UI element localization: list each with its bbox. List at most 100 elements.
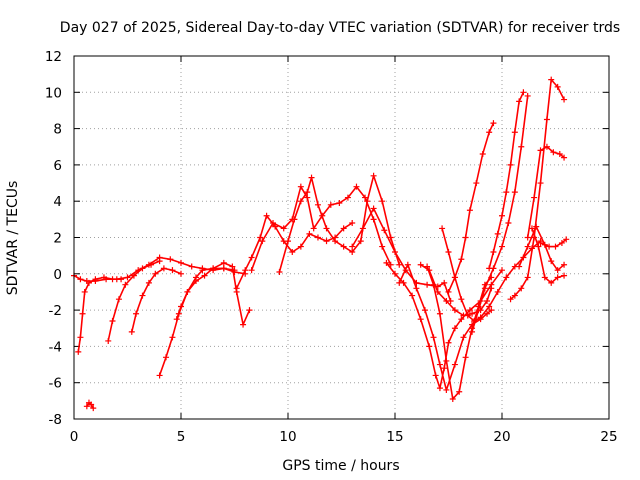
data-point-marker bbox=[458, 316, 465, 323]
data-point-marker bbox=[332, 238, 339, 245]
data-point-marker bbox=[128, 328, 135, 335]
data-point-marker bbox=[75, 348, 82, 355]
data-point-marker bbox=[79, 310, 86, 317]
y-tick-label: 4 bbox=[53, 194, 62, 210]
series-line-s19 bbox=[488, 91, 525, 269]
data-point-marker bbox=[323, 225, 330, 232]
data-point-marker bbox=[310, 225, 317, 232]
data-point-marker bbox=[548, 76, 555, 83]
data-point-marker bbox=[233, 285, 240, 292]
data-point-marker bbox=[364, 198, 371, 205]
data-point-marker bbox=[308, 174, 315, 181]
data-point-marker bbox=[359, 225, 366, 232]
data-point-marker bbox=[306, 230, 313, 237]
data-point-marker bbox=[344, 194, 351, 201]
data-point-marker bbox=[90, 405, 97, 412]
data-point-marker bbox=[83, 403, 90, 410]
data-point-marker bbox=[130, 272, 137, 279]
chart-title: Day 027 of 2025, Sidereal Day-to-day VTE… bbox=[60, 20, 620, 36]
data-point-marker bbox=[156, 258, 163, 265]
data-point-marker bbox=[439, 225, 446, 232]
x-tick-label: 10 bbox=[279, 429, 296, 445]
data-point-marker bbox=[115, 296, 122, 303]
data-point-marker bbox=[458, 296, 465, 303]
data-point-marker bbox=[430, 334, 437, 341]
data-point-marker bbox=[543, 116, 550, 123]
data-point-marker bbox=[451, 307, 458, 314]
y-tick-label: 8 bbox=[53, 122, 62, 138]
data-point-marker bbox=[392, 249, 398, 256]
data-point-marker bbox=[409, 292, 416, 299]
data-point-marker bbox=[336, 200, 343, 207]
data-point-marker bbox=[490, 120, 497, 127]
data-point-marker bbox=[379, 198, 386, 205]
data-point-marker bbox=[210, 265, 217, 272]
data-point-marker bbox=[546, 243, 553, 250]
data-point-marker bbox=[466, 307, 473, 314]
data-point-marker bbox=[484, 298, 491, 305]
data-point-marker bbox=[314, 234, 321, 241]
data-point-marker bbox=[541, 274, 548, 281]
data-point-marker bbox=[462, 234, 469, 241]
data-point-marker bbox=[81, 288, 88, 295]
data-point-marker bbox=[314, 201, 321, 208]
data-point-marker bbox=[445, 288, 452, 295]
data-point-marker bbox=[291, 216, 298, 223]
data-point-marker bbox=[404, 261, 411, 268]
data-point-marker bbox=[499, 267, 505, 274]
data-point-marker bbox=[479, 151, 486, 158]
data-point-marker bbox=[503, 189, 510, 196]
data-point-marker bbox=[505, 219, 512, 226]
data-point-marker bbox=[524, 274, 531, 281]
data-point-marker bbox=[554, 83, 561, 90]
data-point-marker bbox=[229, 263, 236, 270]
data-point-marker bbox=[276, 268, 283, 275]
x-tick-label: 0 bbox=[70, 429, 79, 445]
data-point-marker bbox=[441, 365, 448, 372]
data-point-marker bbox=[297, 198, 304, 205]
y-tick-label: -8 bbox=[49, 412, 62, 428]
data-point-marker bbox=[524, 243, 531, 250]
series-line-s23 bbox=[531, 228, 565, 284]
series-line-s13 bbox=[398, 263, 492, 391]
data-point-marker bbox=[548, 258, 555, 265]
data-point-marker bbox=[548, 279, 555, 286]
data-point-marker bbox=[242, 267, 249, 274]
data-point-marker bbox=[370, 216, 377, 223]
series-line-s18 bbox=[471, 95, 529, 333]
data-point-marker bbox=[246, 307, 253, 314]
data-point-marker bbox=[304, 194, 311, 201]
data-point-marker bbox=[561, 272, 568, 279]
data-point-marker bbox=[220, 265, 227, 272]
data-point-marker bbox=[556, 151, 563, 158]
x-tick-label: 20 bbox=[493, 429, 510, 445]
data-point-marker bbox=[451, 274, 458, 281]
data-point-marker bbox=[426, 343, 433, 350]
data-point-marker bbox=[458, 256, 465, 263]
data-point-marker bbox=[152, 270, 159, 277]
data-point-marker bbox=[436, 385, 443, 392]
data-point-marker bbox=[139, 292, 146, 299]
data-point-marker bbox=[520, 89, 527, 96]
data-point-marker bbox=[441, 279, 448, 286]
data-point-marker bbox=[173, 316, 180, 323]
data-point-marker bbox=[379, 243, 386, 250]
data-point-marker bbox=[507, 296, 514, 303]
data-point-marker bbox=[484, 310, 491, 317]
data-point-marker bbox=[443, 386, 450, 393]
data-point-marker bbox=[381, 227, 388, 234]
data-point-marker bbox=[178, 270, 184, 277]
data-point-marker bbox=[383, 259, 390, 266]
data-point-marker bbox=[488, 307, 495, 314]
y-tick-label: -6 bbox=[49, 376, 62, 392]
data-point-marker bbox=[552, 243, 559, 250]
data-point-marker bbox=[494, 230, 501, 237]
y-tick-label: 6 bbox=[53, 158, 62, 174]
y-tick-label: -2 bbox=[49, 303, 62, 319]
data-point-marker bbox=[443, 357, 450, 364]
data-point-marker bbox=[263, 212, 270, 219]
data-point-marker bbox=[362, 194, 369, 201]
data-point-marker bbox=[297, 183, 304, 190]
data-point-marker bbox=[280, 225, 287, 232]
data-point-marker bbox=[201, 272, 208, 279]
